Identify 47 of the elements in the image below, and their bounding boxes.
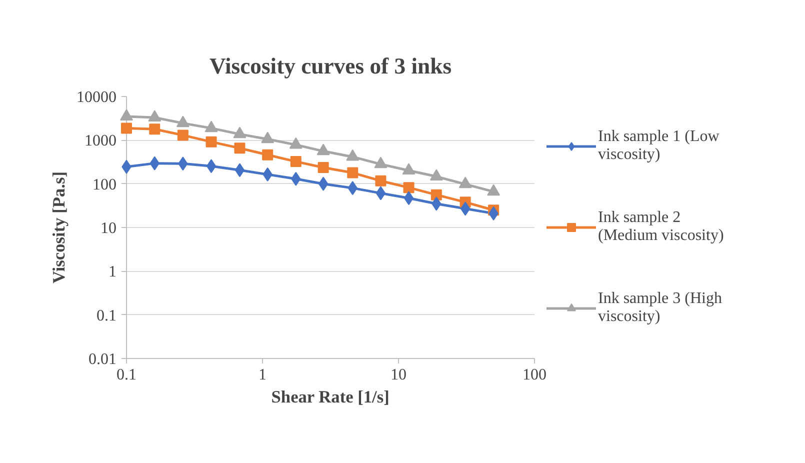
point [318, 162, 329, 173]
x-tick-label: 10 [390, 366, 406, 384]
point [374, 156, 388, 168]
y-tick-label: 100 [92, 176, 116, 194]
point [430, 189, 442, 200]
x-axis-title: Shear Rate [1/s] [271, 388, 390, 406]
point [289, 137, 302, 149]
y-tick-label: 0.01 [88, 351, 116, 368]
point [149, 124, 160, 135]
point [375, 175, 386, 186]
x-tick-label: 100 [522, 366, 546, 384]
point [177, 130, 188, 141]
point [148, 110, 162, 122]
point [403, 182, 414, 194]
point [204, 120, 218, 132]
legend-label: Ink sample 3 (High viscosity) [598, 290, 722, 326]
point [290, 156, 302, 168]
point [121, 122, 132, 134]
y-tick-label: 1 [108, 264, 116, 281]
x-tick-label: 0.1 [116, 366, 136, 384]
point [234, 163, 245, 178]
point [176, 116, 190, 128]
legend-label: Ink sample 1 (Low viscosity) [598, 128, 720, 164]
point [430, 169, 443, 180]
point [262, 149, 274, 160]
point [206, 136, 217, 148]
point [346, 149, 360, 161]
x-tick-label: 1 [258, 366, 266, 384]
y-tick-label: 10000 [76, 89, 116, 106]
legend-label: Ink sample 2 (Medium viscosity) [598, 209, 724, 245]
y-tick-label: 1000 [84, 132, 116, 150]
point [233, 126, 246, 138]
y-tick-label: 10 [100, 220, 116, 237]
y-axis-title: Viscosity [Pa.s] [50, 172, 68, 284]
point [316, 144, 330, 156]
point [347, 167, 358, 178]
point [234, 142, 246, 154]
point [376, 186, 386, 200]
point [404, 191, 414, 206]
point [120, 109, 133, 120]
point [206, 159, 216, 174]
point [318, 176, 328, 191]
chart-title: Viscosity curves of 3 inks [209, 54, 452, 78]
y-tick-label: 0.1 [96, 307, 116, 324]
point [460, 202, 470, 216]
point [402, 163, 416, 174]
point [261, 132, 274, 144]
